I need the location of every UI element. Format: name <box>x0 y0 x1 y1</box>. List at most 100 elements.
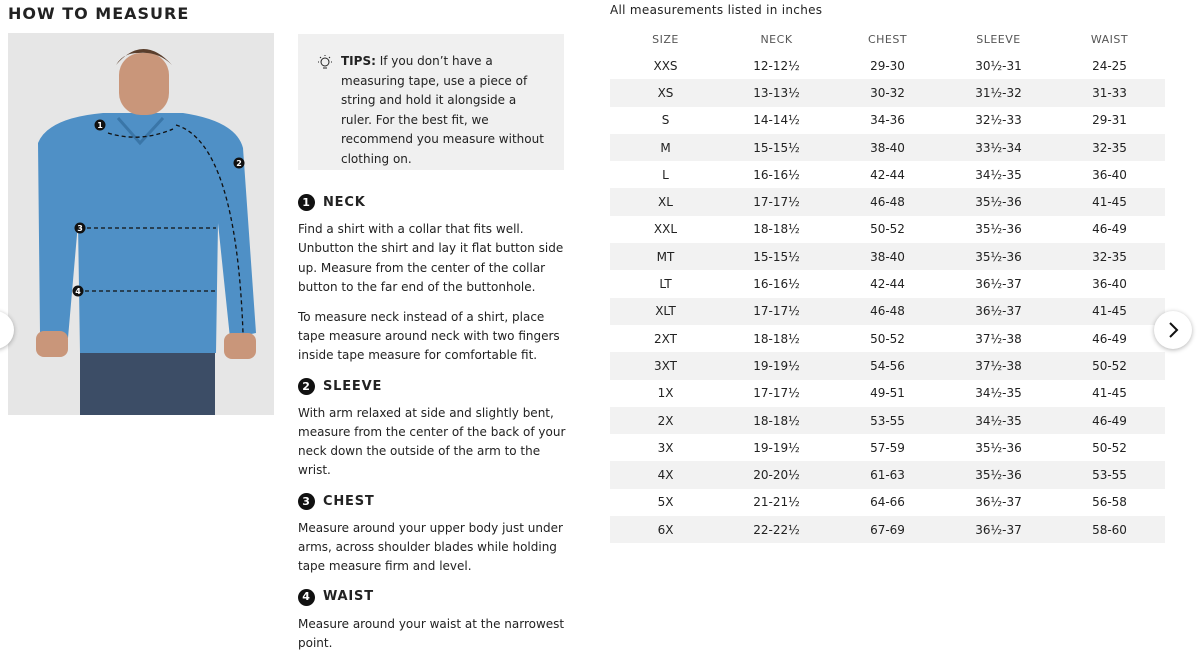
chevron <box>1169 322 1179 338</box>
marker-dot <box>94 119 106 131</box>
table-cell: 19-19½ <box>753 358 800 373</box>
section-heading: 3 CHEST <box>298 492 566 511</box>
table-cell: 35½-36 <box>975 195 1022 210</box>
section-text: To measure neck instead of a shirt, plac… <box>298 310 560 363</box>
table-cell: 17-17½ <box>753 195 800 210</box>
table-cell: 38-40 <box>870 140 905 155</box>
table-cell: 58-60 <box>1092 522 1127 537</box>
table-cell: 31½-32 <box>975 85 1022 100</box>
table-cell: 36-40 <box>1092 277 1127 292</box>
table-row: S 14-14½ 34-36 32½-33 29-31 <box>610 107 1165 134</box>
section: 3 CHEST Measure around your upper body jus… <box>298 492 566 577</box>
table-cell: 15-15½ <box>753 140 800 155</box>
table-cell: 32-35 <box>1092 249 1127 264</box>
section-title: CHEST <box>323 493 375 509</box>
table-cell: 53-55 <box>1092 468 1127 483</box>
column-header: WAIST <box>1090 32 1129 46</box>
table-cell: 36½-37 <box>975 277 1022 292</box>
table-cell: 56-58 <box>1092 495 1127 510</box>
tips-label: TIPS: <box>341 54 376 68</box>
prev-arrow[interactable] <box>0 311 14 349</box>
table-row: 6X 22-22½ 67-69 36½-37 58-60 <box>610 516 1165 544</box>
table-cell: 17-17½ <box>753 304 800 319</box>
table-cell: 16-16½ <box>753 277 800 292</box>
section-number: 2 <box>298 377 315 395</box>
section-number: 4 <box>298 588 315 606</box>
table-cell: 37½-38 <box>975 331 1022 346</box>
table-cell: 50-52 <box>1092 440 1127 455</box>
table-cell: XXS <box>653 58 678 73</box>
table-cell: 46-48 <box>870 304 905 319</box>
section-text: Find a shirt with a collar that fits wel… <box>298 222 564 294</box>
table-row: 5X 21-21½ 64-66 36½-37 56-58 <box>610 489 1165 516</box>
table-cell: 38-40 <box>870 249 905 264</box>
table-cell: 18-18½ <box>753 413 800 428</box>
table-cell: 46-49 <box>1092 222 1127 237</box>
marker-dot <box>72 285 84 297</box>
table-cell: 34½-35 <box>975 413 1022 428</box>
section-title: NECK <box>323 195 366 210</box>
table-cell: 6X <box>657 522 674 537</box>
table-cell: 35½-36 <box>975 222 1022 237</box>
section-number: 1 <box>298 194 315 212</box>
table-cell: XL <box>658 195 673 210</box>
size-table: SIZE NECK CHEST SLEEVE WAIST XXS 12-12½ 29-30 30… <box>610 26 1165 544</box>
table-cell: 2XT <box>654 331 677 346</box>
section-heading: 2 SLEEVE <box>298 377 566 396</box>
table-cell: 3X <box>657 440 674 455</box>
units-note: All measurements listed in inches <box>610 3 823 17</box>
table-cell: 46-49 <box>1092 413 1127 428</box>
table-cell: 35½-36 <box>975 249 1022 264</box>
marker-number: 2 <box>236 159 242 168</box>
table-cell: 31-33 <box>1092 85 1127 100</box>
table-row: XS 13-13½ 30-32 31½-32 31-33 <box>610 79 1165 107</box>
next-arrow[interactable] <box>1154 311 1192 349</box>
table-cell: 30½-31 <box>975 58 1022 73</box>
table-cell: 16-16½ <box>753 167 800 182</box>
table-cell: 41-45 <box>1092 195 1127 210</box>
table-cell: 50-52 <box>1092 358 1127 373</box>
table-cell: M <box>660 140 671 155</box>
table-cell: 14-14½ <box>753 113 800 128</box>
table-cell: 30-32 <box>870 85 905 100</box>
table-cell: 36½-37 <box>975 522 1022 537</box>
table-cell: 21-21½ <box>753 495 800 510</box>
section-text: Measure around your waist at the narrowe… <box>298 616 565 650</box>
table-row: L 16-16½ 42-44 34½-35 36-40 <box>610 161 1165 188</box>
marker-number: 3 <box>77 224 83 233</box>
table-row: MT 15-15½ 38-40 35½-36 32-35 <box>610 243 1165 271</box>
page-title: HOW TO MEASURE <box>8 4 190 23</box>
marker-number: 4 <box>75 287 81 296</box>
table-cell: 32½-33 <box>975 113 1022 128</box>
table-cell: 20-20½ <box>753 468 800 483</box>
table-row: 4X 20-20½ 61-63 35½-36 53-55 <box>610 461 1165 489</box>
table-cell: 18-18½ <box>753 331 800 346</box>
table-cell: 3XT <box>654 358 677 373</box>
table-row: LT 16-16½ 42-44 36½-37 36-40 <box>610 270 1165 297</box>
table-cell: 29-31 <box>1092 113 1127 128</box>
table-cell: 35½-36 <box>975 440 1022 455</box>
table-cell: MT <box>656 249 675 264</box>
section: 4 WAIST Measure around your waist at the n… <box>298 587 566 653</box>
table-cell: 53-55 <box>870 413 905 428</box>
section-title: WAIST <box>323 589 374 605</box>
table-row: 2XT 18-18½ 50-52 37½-38 46-49 <box>610 325 1165 352</box>
section-text: With arm relaxed at side and slightly be… <box>298 405 566 478</box>
instructions: 1 NECK Find a shirt with a collar that fit… <box>298 193 566 664</box>
table-cell: XLT <box>655 304 676 319</box>
table-cell: LT <box>659 277 672 292</box>
table-cell: 34½-35 <box>975 386 1022 401</box>
tips-text: If you don’t have a measuring tape, use … <box>341 54 544 166</box>
table-cell: 15-15½ <box>753 249 800 264</box>
table-cell: 36½-37 <box>975 304 1022 319</box>
marker-dot <box>74 222 86 234</box>
column-header: SLEEVE <box>976 32 1021 46</box>
table-cell: XS <box>657 85 674 100</box>
table-cell: 41-45 <box>1092 386 1127 401</box>
table-cell: 2X <box>657 413 674 428</box>
table-row: XXS 12-12½ 29-30 30½-31 24-25 <box>610 52 1165 79</box>
table-cell: 49-51 <box>870 386 905 401</box>
marker-dot <box>233 157 245 169</box>
section-title: SLEEVE <box>323 378 383 394</box>
